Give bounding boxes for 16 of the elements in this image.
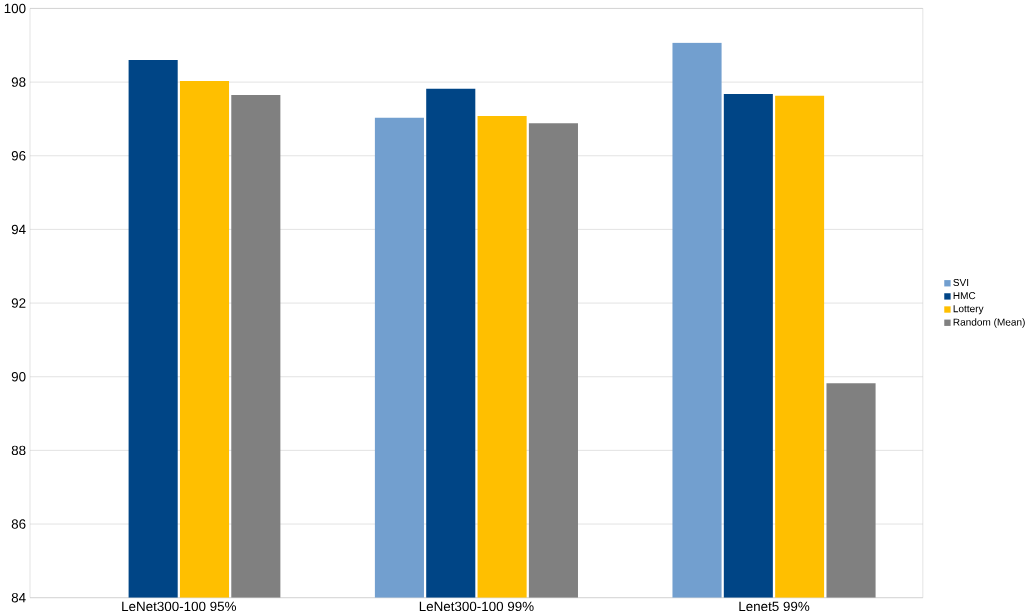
y-tick-label: 88 bbox=[11, 445, 26, 456]
legend-label: Random (Mean) bbox=[953, 318, 1025, 328]
x-tick-label: LeNet300-100 99% bbox=[419, 601, 534, 612]
y-tick-label: 84 bbox=[11, 593, 26, 603]
y-tick-label: 90 bbox=[11, 372, 26, 382]
y-tick-label: 92 bbox=[11, 298, 26, 308]
y-tick-label: 86 bbox=[11, 519, 26, 529]
y-tick-label: 96 bbox=[11, 151, 26, 161]
y-tick-label: 100 bbox=[4, 3, 26, 14]
legend-label: HMC bbox=[953, 292, 976, 300]
legend-label: SVI bbox=[953, 279, 969, 287]
y-tick-label: 94 bbox=[11, 224, 26, 235]
y-tick-label: 98 bbox=[11, 77, 26, 87]
x-tick-label: LeNet300-100 95% bbox=[122, 601, 237, 612]
x-tick-label: Lenet5 99% bbox=[739, 601, 810, 612]
legend-label: Lottery bbox=[953, 305, 984, 315]
